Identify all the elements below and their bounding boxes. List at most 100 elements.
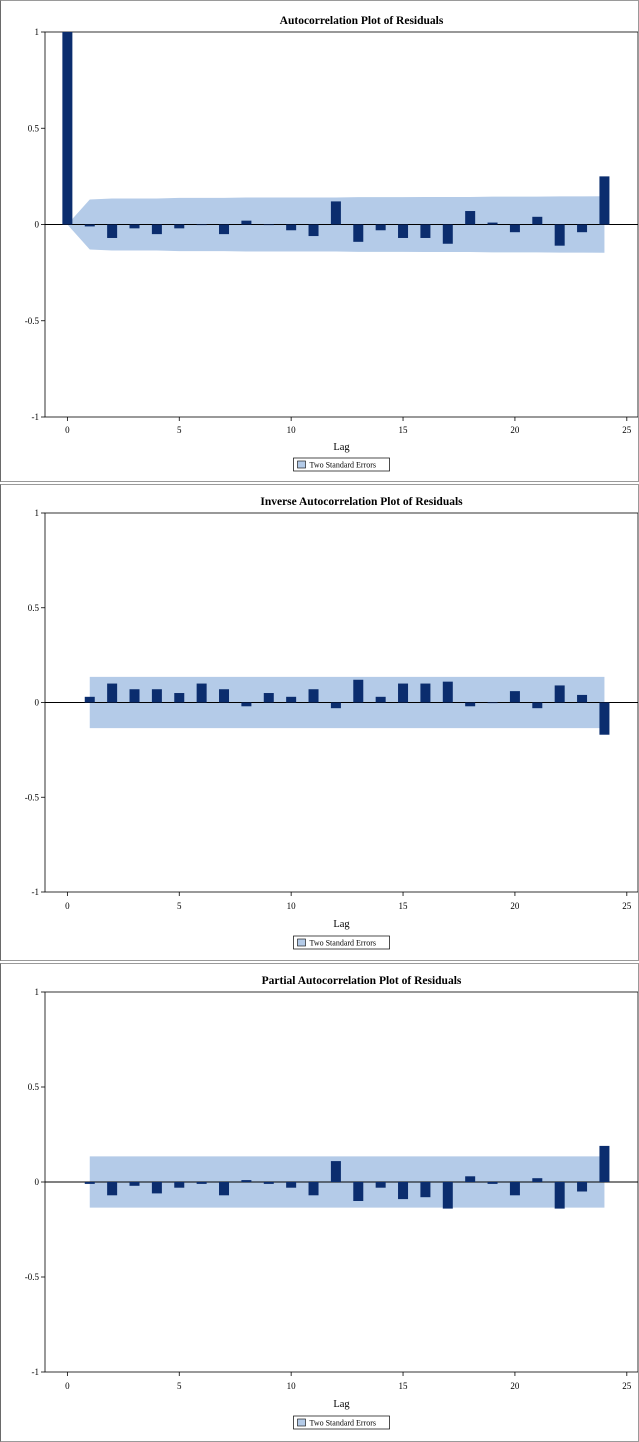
x-tick-label: 0: [65, 901, 70, 911]
chart-title: Inverse Autocorrelation Plot of Residual…: [260, 496, 463, 508]
bar-lag-15: [398, 1182, 409, 1200]
x-tick-label: 0: [65, 425, 70, 435]
bar-lag-17: [442, 224, 453, 244]
bar-lag-14: [375, 224, 386, 231]
x-tick-label: 10: [287, 901, 297, 911]
bar-lag-22: [554, 685, 565, 703]
bar-lag-21: [532, 702, 543, 709]
y-tick-label: 1: [35, 27, 40, 37]
bar-lag-24: [599, 702, 610, 735]
bar-lag-24: [599, 176, 610, 225]
bar-lag-7: [219, 1182, 230, 1196]
bar-lag-20: [509, 224, 520, 233]
x-tick-label: 25: [622, 425, 632, 435]
bar-lag-18: [465, 702, 476, 707]
x-tick-label: 10: [287, 1381, 297, 1391]
bar-lag-10: [286, 696, 297, 703]
y-tick-label: 0.5: [28, 1082, 40, 1092]
legend-box: [293, 935, 390, 950]
bar-lag-19: [487, 222, 498, 225]
bar-lag-1: [84, 1182, 95, 1184]
bar-lag-23: [577, 1182, 588, 1192]
bar-lag-19: [487, 1182, 498, 1184]
legend-box: [293, 1415, 390, 1430]
bar-lag-12: [330, 702, 341, 709]
bar-lag-4: [151, 689, 162, 703]
iacf-chart: Inverse Autocorrelation Plot of Residual…: [25, 496, 639, 950]
bar-lag-19: [487, 702, 498, 704]
bar-lag-10: [286, 1182, 297, 1188]
y-tick-label: 1: [35, 987, 40, 997]
legend-box: [293, 457, 390, 472]
bar-lag-2: [107, 224, 118, 238]
bar-lag-20: [509, 691, 520, 703]
bar-lag-15: [398, 224, 409, 238]
iacf-panel: Inverse Autocorrelation Plot of Residual…: [0, 484, 639, 961]
bar-lag-23: [577, 224, 588, 233]
bar-lag-6: [196, 683, 207, 703]
bar-lag-8: [241, 702, 252, 707]
bar-lag-8: [241, 1180, 252, 1182]
legend-label: Two Standard Errors: [310, 1419, 377, 1428]
y-tick-label: 1: [35, 508, 40, 518]
bar-lag-0: [62, 32, 73, 225]
bar-lag-21: [532, 1178, 543, 1182]
bar-lag-24: [599, 1145, 610, 1182]
x-tick-label: 0: [65, 1381, 70, 1391]
y-tick-label: -1: [32, 412, 40, 422]
bar-lag-23: [577, 694, 588, 703]
x-tick-label: 20: [510, 425, 520, 435]
bar-lag-20: [509, 1182, 520, 1196]
bar-lag-3: [129, 1182, 140, 1186]
bar-lag-16: [420, 683, 431, 703]
bar-lag-8: [241, 220, 252, 225]
bar-lag-12: [330, 1161, 341, 1182]
x-axis-label: Lag: [333, 1399, 350, 1410]
bar-lag-18: [465, 1176, 476, 1182]
bar-lag-22: [554, 224, 565, 246]
bar-lag-10: [286, 224, 297, 231]
x-axis-label: Lag: [333, 919, 350, 930]
chart-title: Autocorrelation Plot of Residuals: [280, 15, 444, 27]
bar-lag-9: [263, 224, 274, 226]
bar-lag-1: [84, 224, 95, 227]
bar-lag-6: [196, 224, 207, 226]
legend-swatch: [297, 460, 306, 469]
bar-lag-5: [174, 224, 185, 229]
pacf-panel: Partial Autocorrelation Plot of Residual…: [0, 963, 639, 1442]
legend-swatch: [297, 938, 306, 947]
x-tick-label: 5: [177, 425, 182, 435]
bar-lag-11: [308, 1182, 319, 1196]
x-tick-label: 20: [510, 901, 520, 911]
legend-label: Two Standard Errors: [310, 939, 377, 948]
bar-lag-15: [398, 683, 409, 703]
x-axis-label: Lag: [333, 442, 350, 453]
bar-lag-22: [554, 1182, 565, 1209]
chart-title: Partial Autocorrelation Plot of Residual…: [262, 975, 462, 987]
x-tick-label: 5: [177, 901, 182, 911]
bar-lag-11: [308, 689, 319, 703]
bar-lag-14: [375, 696, 386, 703]
acf-panel: Autocorrelation Plot of Residuals -1 -0.5 0…: [0, 0, 639, 482]
y-tick-label: 0.5: [28, 603, 40, 613]
bar-lag-16: [420, 224, 431, 238]
bar-lag-11: [308, 224, 319, 237]
bar-lag-5: [174, 1182, 185, 1188]
acf-chart: Autocorrelation Plot of Residuals -1 -0.5 0…: [25, 15, 639, 472]
bar-lag-4: [151, 224, 162, 235]
y-tick-label: -1: [32, 887, 40, 897]
y-tick-label: -0.5: [25, 1272, 40, 1282]
y-tick-label: 0.5: [28, 123, 40, 133]
bar-lag-1: [84, 696, 95, 703]
bar-lag-13: [353, 224, 364, 242]
x-tick-label: 10: [287, 425, 297, 435]
x-tick-label: 5: [177, 1381, 182, 1391]
bar-lag-2: [107, 1182, 118, 1196]
bar-lag-12: [330, 201, 341, 225]
x-tick-label: 15: [399, 1381, 409, 1391]
legend-swatch: [297, 1418, 306, 1427]
legend-label: Two Standard Errors: [310, 461, 377, 470]
pacf-chart: Partial Autocorrelation Plot of Residual…: [25, 975, 639, 1430]
bar-lag-3: [129, 224, 140, 229]
x-tick-label: 15: [399, 425, 409, 435]
